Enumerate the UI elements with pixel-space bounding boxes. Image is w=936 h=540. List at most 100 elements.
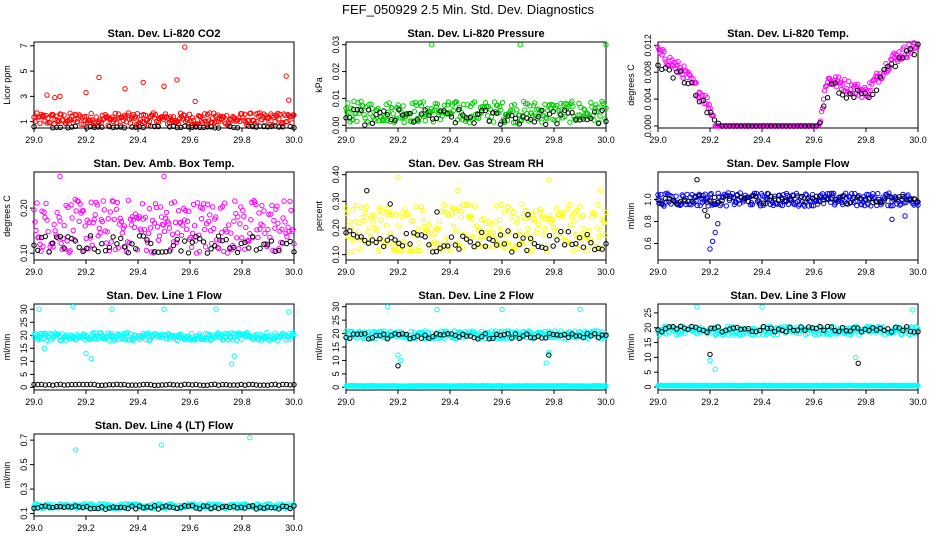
data-point [99,504,105,510]
data-point [161,173,167,180]
x-tick-label: 29.8 [233,267,251,277]
data-point [154,224,161,230]
data-point [185,381,192,388]
data-point [576,100,582,107]
data-point [272,381,278,388]
data-point [580,212,586,219]
data-point [452,242,458,248]
data-point [105,216,112,222]
data-point [389,105,395,111]
data-point [852,354,859,361]
data-point [118,235,124,242]
data-point [532,217,538,223]
data-point [225,250,231,256]
data-point [753,193,759,200]
data-point [739,332,745,338]
data-point [879,75,885,82]
data-point [257,382,263,388]
data-point [403,111,409,117]
data-point [666,324,672,330]
data-point [498,201,505,208]
data-point [145,330,152,336]
data-point [915,199,921,205]
data-point [873,87,880,93]
data-point [83,350,89,357]
data-point [284,234,290,240]
data-point [764,123,770,129]
data-point [798,123,804,129]
data-point [348,224,354,231]
data-point [240,207,246,214]
data-point [253,201,259,208]
data-point [266,211,272,218]
data-point [388,235,394,241]
data-point [723,192,729,199]
y-tick-label: 7 [19,43,29,48]
data-point [785,201,792,208]
data-point [219,381,226,388]
data-point [354,118,360,125]
data-point [356,220,362,226]
data-point [147,225,154,231]
y-tick-label: 0.3 [19,483,29,496]
data-point [463,236,470,242]
data-point [381,241,387,247]
data-point [588,115,594,122]
data-point [493,203,500,209]
data-point [187,234,194,241]
data-point [706,101,712,108]
data-point [723,203,729,209]
data-point [448,234,455,240]
data-point [544,116,550,122]
data-point [216,245,222,252]
data-point [444,102,451,108]
data-point [703,101,709,107]
data-point [158,442,165,448]
data-point [441,202,448,208]
data-point [512,331,519,337]
data-point [69,333,75,339]
series-1 [31,233,297,256]
data-point [584,231,590,238]
data-point [186,111,193,118]
data-point [121,330,128,337]
data-point [588,240,594,246]
data-point [268,211,274,217]
data-point [219,332,225,338]
data-point [798,324,804,330]
data-point [257,123,263,129]
data-point [124,330,131,336]
data-point [499,232,506,238]
data-point [374,227,380,233]
data-point [114,505,120,511]
data-point [824,196,831,203]
data-point [155,382,162,388]
data-point [268,505,275,511]
data-point [543,121,549,128]
data-point [182,44,188,50]
data-point [272,225,278,231]
data-point [543,360,549,366]
data-point [249,123,256,130]
data-point [531,102,537,109]
data-point [670,75,676,81]
data-point [568,222,574,228]
series-1 [655,382,921,389]
data-point [858,329,865,335]
y-tick-label: 0.7 [19,434,29,447]
data-point [44,217,50,223]
data-point [660,330,666,336]
data-point [189,503,196,509]
data-point [429,42,435,48]
data-point [246,381,252,388]
data-point [104,229,111,235]
data-point [264,242,271,248]
data-point [569,213,575,220]
data-point [369,335,376,341]
data-point [430,333,436,340]
data-point [749,123,755,129]
data-point [440,209,447,215]
data-point [405,211,411,217]
series-0 [31,435,297,512]
data-point [53,503,60,510]
